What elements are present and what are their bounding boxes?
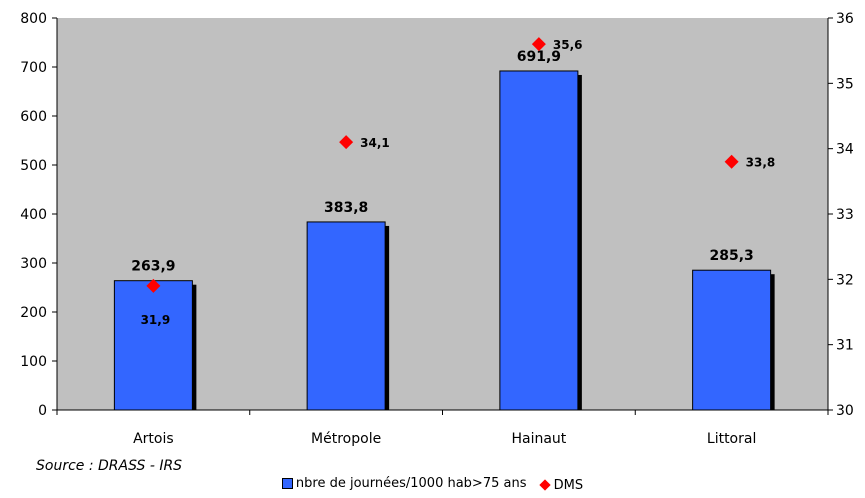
legend-swatch-dms xyxy=(538,479,551,491)
dms-value-label: 31,9 xyxy=(141,313,171,327)
source-note: Source : DRASS - IRS xyxy=(36,458,183,474)
dms-points: 31,9 34,1 35,6 33,8 xyxy=(141,37,776,327)
left-axis-ticks: 0 100 200 300 400 500 600 700 800 xyxy=(20,11,57,419)
left-tick-label: 200 xyxy=(20,305,47,321)
bar-value-label: 691,9 xyxy=(517,49,561,65)
legend-item-dms: DMS xyxy=(537,478,583,493)
left-tick-label: 700 xyxy=(20,60,47,76)
bar-value-label: 285,3 xyxy=(709,248,753,264)
bar xyxy=(692,269,772,411)
bar xyxy=(499,70,579,411)
bar xyxy=(113,280,193,411)
right-axis-ticks: 30 31 32 33 34 35 36 xyxy=(828,11,854,419)
left-tick-label: 600 xyxy=(20,109,47,125)
right-tick-label: 30 xyxy=(836,403,854,419)
legend-item-bars: nbre de journées/1000 hab>75 ans xyxy=(281,476,527,491)
right-tick-label: 35 xyxy=(836,76,854,92)
legend-label-dms: DMS xyxy=(553,477,584,493)
chart: 263,9 383,8 691,9 285,3 0 100 200 300 400 500 600… xyxy=(20,11,854,447)
left-tick-label: 100 xyxy=(20,354,47,370)
bars: 263,9 383,8 691,9 285,3 xyxy=(113,49,775,411)
dms-point xyxy=(724,154,739,169)
legend-swatch-bars xyxy=(281,478,293,489)
left-tick-label: 500 xyxy=(20,158,47,174)
right-tick-label: 34 xyxy=(836,142,854,158)
right-tick-label: 32 xyxy=(836,272,854,288)
right-tick-label: 31 xyxy=(836,338,854,354)
category-label: Hainaut xyxy=(511,431,566,447)
dms-point xyxy=(531,37,546,52)
left-tick-label: 0 xyxy=(38,403,47,419)
bar xyxy=(306,221,386,411)
dms-point xyxy=(146,278,161,293)
category-labels: Artois Métropole Hainaut Littoral xyxy=(133,431,756,447)
category-label: Métropole xyxy=(311,431,381,447)
bar-value-label: 263,9 xyxy=(131,259,175,275)
right-tick-label: 33 xyxy=(836,207,854,223)
bar-value-label: 383,8 xyxy=(324,200,368,216)
legend-label-bars: nbre de journées/1000 hab>75 ans xyxy=(295,476,527,491)
dms-value-label: 34,1 xyxy=(360,136,390,150)
right-tick-label: 36 xyxy=(836,11,854,27)
dms-value-label: 33,8 xyxy=(746,156,776,170)
category-label: Littoral xyxy=(707,431,756,447)
left-tick-label: 300 xyxy=(20,256,47,272)
legend: nbre de journées/1000 hab>75 ans DMS xyxy=(0,476,865,493)
category-label: Artois xyxy=(133,431,174,447)
dms-value-label: 35,6 xyxy=(553,38,583,52)
left-tick-label: 800 xyxy=(20,11,47,27)
left-tick-label: 400 xyxy=(20,207,47,223)
dms-point xyxy=(339,135,354,150)
